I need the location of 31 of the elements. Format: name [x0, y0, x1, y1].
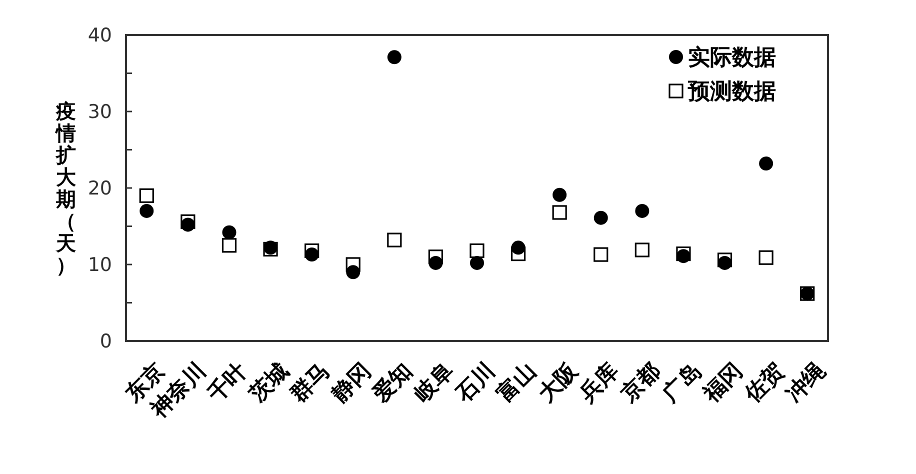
point	[222, 225, 236, 240]
point	[222, 238, 237, 253]
point	[139, 188, 154, 203]
point	[718, 256, 732, 270]
point	[470, 243, 484, 258]
point	[346, 265, 360, 280]
point	[635, 204, 650, 218]
point	[634, 242, 650, 258]
y-tick-label: 10	[88, 254, 112, 276]
y-tick-label: 0	[100, 330, 112, 353]
point	[676, 249, 690, 264]
point	[470, 256, 484, 270]
point	[180, 218, 195, 232]
point	[552, 205, 567, 220]
point	[552, 188, 567, 202]
point	[594, 210, 608, 225]
point	[304, 248, 319, 262]
legend-label: 预测数据	[687, 80, 776, 105]
point	[140, 204, 154, 218]
legend-label: 实际数据	[688, 44, 776, 71]
y-axis-title: 疫情扩大期（天）	[54, 99, 77, 277]
point	[758, 250, 774, 265]
point	[594, 247, 608, 262]
y-tick-label: 40	[88, 24, 112, 47]
y-tick-label: 20	[88, 178, 112, 200]
point	[387, 232, 402, 248]
y-tick-label: 30	[88, 101, 112, 124]
point	[387, 50, 402, 64]
point	[511, 240, 526, 255]
point	[428, 256, 443, 270]
point	[759, 156, 774, 171]
